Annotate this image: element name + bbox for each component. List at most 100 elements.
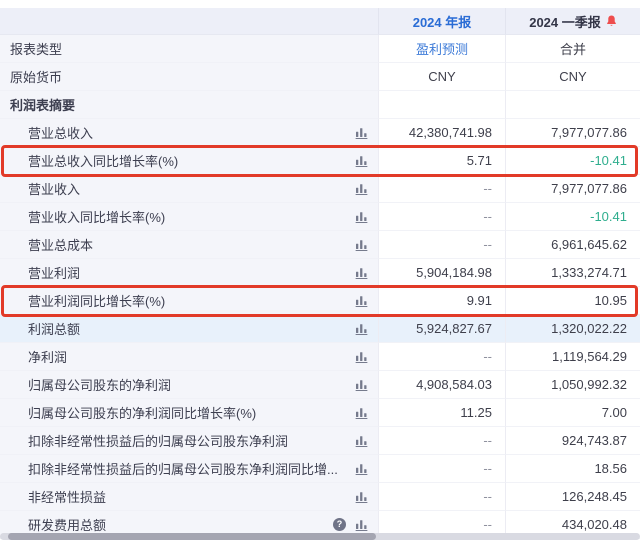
column-header-label: 2024 一季报 bbox=[529, 14, 601, 30]
row-icons bbox=[349, 295, 368, 307]
bar-chart-icon[interactable] bbox=[355, 239, 368, 251]
row-label: 扣除非经常性损益后的归属母公司股东净利润同比增... bbox=[28, 462, 338, 477]
bar-chart-icon[interactable] bbox=[355, 267, 368, 279]
table-row[interactable]: 归属母公司股东的净利润 4,908,584.03 1,050,992.32 bbox=[0, 371, 640, 399]
cell-value: 924,743.87 bbox=[561, 433, 627, 448]
cell-value: 5.71 bbox=[466, 153, 492, 168]
bar-chart-icon[interactable] bbox=[355, 183, 368, 195]
table-row[interactable]: 营业总收入 42,380,741.98 7,977,077.86 bbox=[0, 119, 640, 147]
value-cell: 6,961,645.62 bbox=[505, 231, 640, 259]
bell-icon[interactable] bbox=[606, 15, 617, 27]
bar-chart-icon[interactable] bbox=[355, 323, 368, 335]
value-cell: -- bbox=[378, 343, 505, 371]
cell-value: 6,961,645.62 bbox=[551, 237, 627, 252]
row-icons bbox=[349, 435, 368, 447]
value-cell: 7.00 bbox=[505, 399, 640, 427]
table-row[interactable]: 扣除非经常性损益后的归属母公司股东净利润 -- 924,743.87 bbox=[0, 427, 640, 455]
cell-value: 9.91 bbox=[466, 293, 492, 308]
row-label-cell: 扣除非经常性损益后的归属母公司股东净利润同比增... bbox=[0, 455, 378, 483]
bar-chart-icon[interactable] bbox=[355, 155, 368, 167]
bar-chart-icon[interactable] bbox=[355, 379, 368, 391]
bar-chart-icon[interactable] bbox=[355, 407, 368, 419]
table-row[interactable]: 营业总成本 -- 6,961,645.62 bbox=[0, 231, 640, 259]
table-row[interactable]: 归属母公司股东的净利润同比增长率(%) 11.25 7.00 bbox=[0, 399, 640, 427]
row-icons bbox=[349, 211, 368, 223]
help-icon[interactable]: ? bbox=[333, 518, 346, 531]
table-row[interactable]: 扣除非经常性损益后的归属母公司股东净利润同比增... -- 18.56 bbox=[0, 455, 640, 483]
cell-value: -- bbox=[483, 209, 492, 224]
row-icons bbox=[349, 239, 368, 251]
value-cell: 1,320,022.22 bbox=[505, 315, 640, 343]
row-label-cell: 营业收入同比增长率(%) bbox=[0, 203, 378, 231]
bar-chart-icon[interactable] bbox=[355, 435, 368, 447]
table-row[interactable]: 非经常性损益 -- 126,248.45 bbox=[0, 483, 640, 511]
row-label: 营业利润同比增长率(%) bbox=[28, 294, 166, 309]
cell-value: -- bbox=[483, 237, 492, 252]
row-icons bbox=[349, 491, 368, 503]
row-label: 利润表摘要 bbox=[10, 98, 76, 113]
bar-chart-icon[interactable] bbox=[355, 463, 368, 475]
row-label-cell: 营业总收入 bbox=[0, 119, 378, 147]
cell-value: -- bbox=[483, 489, 492, 504]
table-row[interactable]: 营业收入同比增长率(%) -- -10.41 bbox=[0, 203, 640, 231]
value-cell: -- bbox=[378, 455, 505, 483]
financial-report-table: 2024 年报 2024 一季报 报表类型 盈利预测 合并 原始货币 CNY CNY 利润表… bbox=[0, 8, 640, 539]
row-label: 报表类型 bbox=[10, 42, 63, 57]
bar-chart-icon[interactable] bbox=[355, 351, 368, 363]
table-body: 报表类型 盈利预测 合并 原始货币 CNY CNY 利润表摘要 营业总收入 42,380,741… bbox=[0, 35, 640, 539]
table-row[interactable]: 营业收入 -- 7,977,077.86 bbox=[0, 175, 640, 203]
bar-chart-icon[interactable] bbox=[355, 295, 368, 307]
bar-chart-icon[interactable] bbox=[355, 211, 368, 223]
cell-value: 1,050,992.32 bbox=[551, 377, 627, 392]
value-cell: 11.25 bbox=[378, 399, 505, 427]
column-header-label: 2024 年报 bbox=[412, 14, 472, 30]
cell-value: -- bbox=[483, 433, 492, 448]
table-row[interactable]: 营业利润 5,904,184.98 1,333,274.71 bbox=[0, 259, 640, 287]
horizontal-scrollbar[interactable] bbox=[0, 533, 640, 540]
cell-value: 11.25 bbox=[460, 405, 492, 420]
row-icons bbox=[349, 379, 368, 391]
table-row[interactable]: 利润总额 5,924,827.67 1,320,022.22 bbox=[0, 315, 640, 343]
bar-chart-icon[interactable] bbox=[355, 127, 368, 139]
value-cell: 5,924,827.67 bbox=[378, 315, 505, 343]
cell-value: 7.00 bbox=[601, 405, 627, 420]
bar-chart-icon[interactable] bbox=[355, 519, 368, 531]
value-cell: 18.56 bbox=[505, 455, 640, 483]
row-label-cell: 报表类型 bbox=[0, 35, 378, 63]
column-header-2024-annual[interactable]: 2024 年报 bbox=[378, 8, 505, 35]
value-cell: 7,977,077.86 bbox=[505, 175, 640, 203]
value-cell bbox=[505, 91, 640, 119]
cell-value: 42,380,741.98 bbox=[408, 125, 492, 140]
row-icons bbox=[349, 351, 368, 363]
row-label-cell: 营业利润 bbox=[0, 259, 378, 287]
row-label-cell: 营业总收入同比增长率(%) bbox=[0, 147, 378, 175]
row-label: 营业总收入同比增长率(%) bbox=[28, 154, 179, 169]
column-header-2024-q1[interactable]: 2024 一季报 bbox=[505, 8, 640, 35]
cell-value: 1,119,564.29 bbox=[552, 349, 627, 364]
cell-value: 434,020.48 bbox=[561, 517, 627, 532]
report-type-link[interactable]: 盈利预测 bbox=[415, 42, 468, 57]
row-label: 扣除非经常性损益后的归属母公司股东净利润 bbox=[28, 434, 289, 449]
value-cell bbox=[378, 91, 505, 119]
row-label-cell: 利润总额 bbox=[0, 315, 378, 343]
row-label: 归属母公司股东的净利润 bbox=[28, 378, 172, 393]
table-row[interactable]: 营业利润同比增长率(%) 9.91 10.95 bbox=[0, 285, 640, 317]
cell-value: 18.56 bbox=[594, 461, 627, 476]
row-label-cell: 非经常性损益 bbox=[0, 483, 378, 511]
value-cell: CNY bbox=[505, 63, 640, 91]
scrollbar-thumb[interactable] bbox=[8, 533, 376, 540]
table-row[interactable]: 净利润 -- 1,119,564.29 bbox=[0, 343, 640, 371]
value-cell: 7,977,077.86 bbox=[505, 119, 640, 147]
row-label-cell: 原始货币 bbox=[0, 63, 378, 91]
row-label-cell: 扣除非经常性损益后的归属母公司股东净利润 bbox=[0, 427, 378, 455]
cell-value: 126,248.45 bbox=[561, 489, 627, 504]
table-row[interactable]: 营业总收入同比增长率(%) 5.71 -10.41 bbox=[0, 145, 640, 177]
value-cell: -10.41 bbox=[505, 147, 640, 175]
row-icons bbox=[349, 407, 368, 419]
row-label: 利润总额 bbox=[28, 322, 81, 337]
value-cell: -10.41 bbox=[505, 203, 640, 231]
value-cell: -- bbox=[378, 427, 505, 455]
row-label: 净利润 bbox=[28, 350, 68, 365]
cell-value: -- bbox=[483, 349, 492, 364]
bar-chart-icon[interactable] bbox=[355, 491, 368, 503]
